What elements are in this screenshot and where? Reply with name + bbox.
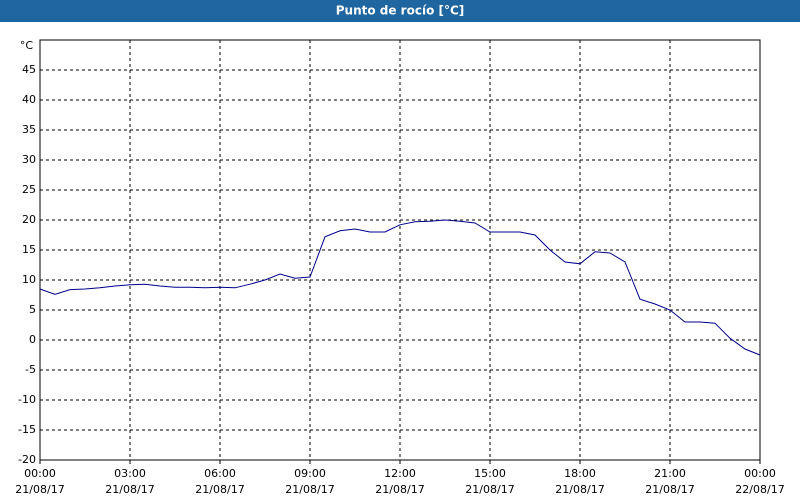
x-tick-label: 22/08/17 xyxy=(735,483,784,496)
x-tick-label: 06:00 xyxy=(204,467,236,480)
y-tick-label: 5 xyxy=(29,303,36,316)
y-tick-label: 10 xyxy=(22,273,36,286)
x-tick-label: 00:00 xyxy=(744,467,776,480)
x-tick-label: 21/08/17 xyxy=(285,483,334,496)
x-tick-label: 00:00 xyxy=(24,467,56,480)
x-tick-label: 21/08/17 xyxy=(645,483,694,496)
y-tick-label: -15 xyxy=(18,423,36,436)
y-tick-label: 20 xyxy=(22,213,36,226)
x-tick-label: 21/08/17 xyxy=(195,483,244,496)
y-tick-label: 40 xyxy=(22,93,36,106)
y-tick-label: 45 xyxy=(22,63,36,76)
y-axis-label: °C xyxy=(20,39,34,52)
x-tick-label: 21:00 xyxy=(654,467,686,480)
x-tick-label: 18:00 xyxy=(564,467,596,480)
y-tick-label: 30 xyxy=(22,153,36,166)
data-line xyxy=(39,219,761,356)
x-tick-label: 21/08/17 xyxy=(465,483,514,496)
x-tick-label: 09:00 xyxy=(294,467,326,480)
y-tick-label: -5 xyxy=(25,363,36,376)
x-tick-label: 21/08/17 xyxy=(105,483,154,496)
chart-title: Punto de rocío [°C] xyxy=(336,4,465,18)
y-tick-label: 15 xyxy=(22,243,36,256)
x-tick-label: 03:00 xyxy=(114,467,146,480)
y-tick-label: -10 xyxy=(18,393,36,406)
y-tick-label: 0 xyxy=(29,333,36,346)
x-tick-label: 21/08/17 xyxy=(15,483,64,496)
x-tick-label: 21/08/17 xyxy=(555,483,604,496)
title-bar xyxy=(0,0,800,22)
x-tick-label: 21/08/17 xyxy=(375,483,424,496)
y-tick-label: 35 xyxy=(22,123,36,136)
y-tick-label: 25 xyxy=(22,183,36,196)
x-tick-label: 15:00 xyxy=(474,467,506,480)
y-tick-label: -20 xyxy=(18,453,36,466)
x-tick-label: 12:00 xyxy=(384,467,416,480)
